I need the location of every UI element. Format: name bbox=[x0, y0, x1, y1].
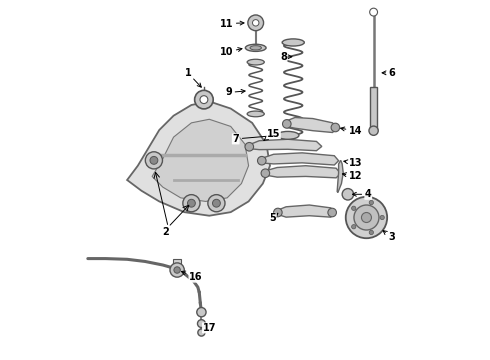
Circle shape bbox=[200, 96, 208, 104]
Bar bbox=[173, 258, 181, 266]
Circle shape bbox=[369, 8, 377, 16]
Circle shape bbox=[197, 320, 205, 328]
Circle shape bbox=[346, 197, 387, 238]
Polygon shape bbox=[265, 166, 341, 178]
Text: 13: 13 bbox=[344, 158, 363, 168]
Circle shape bbox=[369, 230, 373, 235]
Text: 5: 5 bbox=[270, 213, 278, 223]
Circle shape bbox=[342, 189, 354, 200]
Text: 11: 11 bbox=[220, 18, 244, 28]
Polygon shape bbox=[261, 153, 339, 165]
Circle shape bbox=[170, 263, 184, 277]
Ellipse shape bbox=[247, 59, 264, 65]
Circle shape bbox=[362, 212, 371, 222]
Polygon shape bbox=[277, 205, 334, 217]
Circle shape bbox=[354, 205, 379, 230]
Ellipse shape bbox=[247, 111, 264, 117]
Circle shape bbox=[197, 307, 206, 317]
Text: 3: 3 bbox=[383, 231, 395, 242]
Text: 1: 1 bbox=[184, 68, 201, 87]
Circle shape bbox=[380, 215, 384, 220]
Circle shape bbox=[261, 169, 270, 177]
Text: 8: 8 bbox=[280, 52, 292, 62]
Text: 4: 4 bbox=[352, 189, 371, 199]
Circle shape bbox=[213, 199, 220, 207]
Circle shape bbox=[183, 195, 200, 212]
Circle shape bbox=[195, 90, 213, 109]
Circle shape bbox=[352, 206, 356, 210]
Circle shape bbox=[188, 199, 196, 207]
Circle shape bbox=[258, 157, 266, 165]
Ellipse shape bbox=[277, 131, 299, 139]
Text: 16: 16 bbox=[181, 271, 202, 282]
Circle shape bbox=[208, 195, 225, 212]
Circle shape bbox=[328, 208, 337, 217]
Circle shape bbox=[331, 123, 340, 132]
Text: 2: 2 bbox=[162, 227, 169, 237]
Ellipse shape bbox=[250, 46, 262, 50]
Circle shape bbox=[146, 152, 163, 169]
Ellipse shape bbox=[282, 39, 304, 46]
Polygon shape bbox=[152, 119, 248, 202]
Circle shape bbox=[283, 120, 291, 128]
Circle shape bbox=[248, 15, 264, 31]
Circle shape bbox=[252, 19, 259, 26]
Bar bbox=[370, 87, 377, 130]
Text: 10: 10 bbox=[220, 47, 242, 57]
Text: 6: 6 bbox=[382, 68, 395, 78]
Text: 12: 12 bbox=[343, 171, 363, 181]
Circle shape bbox=[174, 267, 180, 273]
Circle shape bbox=[352, 225, 356, 229]
Polygon shape bbox=[337, 160, 343, 193]
Circle shape bbox=[245, 143, 253, 151]
Circle shape bbox=[150, 157, 158, 164]
Circle shape bbox=[369, 126, 378, 135]
Circle shape bbox=[273, 208, 282, 217]
Polygon shape bbox=[286, 117, 337, 132]
Text: 9: 9 bbox=[225, 87, 245, 98]
Text: 7: 7 bbox=[232, 134, 274, 144]
Text: 15: 15 bbox=[264, 129, 280, 140]
Text: 17: 17 bbox=[202, 323, 216, 333]
Text: 14: 14 bbox=[341, 126, 363, 136]
Ellipse shape bbox=[245, 44, 266, 51]
Circle shape bbox=[198, 329, 205, 336]
Polygon shape bbox=[248, 139, 322, 151]
Polygon shape bbox=[127, 102, 270, 216]
Circle shape bbox=[369, 201, 373, 205]
